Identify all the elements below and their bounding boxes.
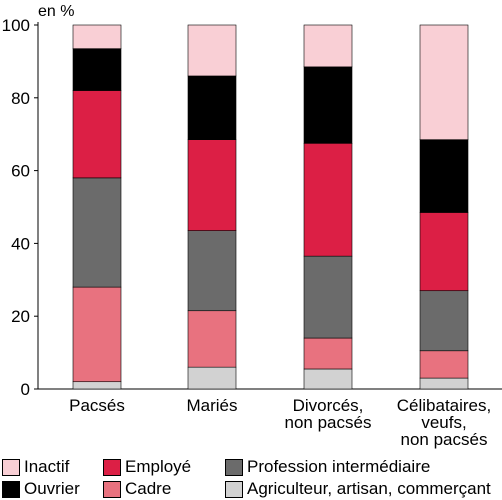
y-tick-label: 60 <box>11 162 30 181</box>
legend-swatch-profession-intermediaire <box>225 458 243 476</box>
x-category-label: Pacsés <box>69 396 125 415</box>
y-tick-label: 20 <box>11 307 30 326</box>
legend-label-inactif: Inactif <box>24 457 70 476</box>
bar-segment <box>187 310 237 368</box>
legend-swatch-employe <box>103 458 121 476</box>
bar-segment <box>72 48 122 91</box>
y-tick-label: 100 <box>2 16 30 35</box>
bar-segment <box>303 24 353 68</box>
bar-segment <box>303 368 353 390</box>
x-category-label: veufs, <box>421 413 466 432</box>
bar-segment <box>303 255 353 339</box>
bar-segment <box>72 381 122 390</box>
bar-segment <box>419 139 469 213</box>
y-axis-ticks: 0 20 40 60 80 100 <box>2 16 38 399</box>
legend-item-ouvrier: Ouvrier <box>2 479 80 499</box>
legend-item-inactif: Inactif <box>2 457 69 477</box>
y-tick-label: 0 <box>21 380 30 399</box>
bar-segment <box>187 75 237 140</box>
bar-segment <box>419 212 469 292</box>
x-category-label: non pacsés <box>401 430 488 449</box>
x-category-label: Divorcés, <box>293 396 364 415</box>
legend-label-agriculteur: Agriculteur, artisan, commerçant <box>247 479 491 498</box>
bar-segment <box>72 90 122 179</box>
bar-segment <box>72 177 122 288</box>
bar-segment <box>72 286 122 383</box>
bar-segment <box>419 290 469 352</box>
bar-segment <box>419 24 469 140</box>
legend-swatch-agriculteur <box>225 480 243 498</box>
legend-item-cadre: Cadre <box>103 479 171 499</box>
legend-item-profession-intermediaire: Profession intermédiaire <box>225 457 430 477</box>
bar-segment <box>187 139 237 231</box>
legend-label-cadre: Cadre <box>125 479 172 498</box>
legend-item-agriculteur: Agriculteur, artisan, commerçant <box>225 479 491 499</box>
bar-segment <box>187 24 237 77</box>
x-category-label: Célibataires, <box>397 396 492 415</box>
legend-label-profession-intermediaire: Profession intermédiaire <box>247 457 431 476</box>
y-tick-label: 40 <box>11 234 30 253</box>
bar-segment <box>419 350 469 379</box>
category-labels: Pacsés Mariés Divorcés,non pacsésCélibatai… <box>69 396 491 449</box>
legend-label-employe: Employé <box>125 457 192 476</box>
x-category-label: non pacsés <box>285 413 372 432</box>
bar-segment <box>419 377 469 390</box>
legend-swatch-inactif <box>2 458 20 476</box>
y-axis-unit-label: en % <box>38 3 74 20</box>
bar-segment <box>187 230 237 312</box>
y-tick-label: 80 <box>11 89 30 108</box>
legend: Inactif Ouvrier Employé Cadre Profession… <box>0 452 502 500</box>
bar-segment <box>303 66 353 144</box>
bar-segment <box>187 366 237 390</box>
bar-segment <box>72 24 122 49</box>
legend-label-ouvrier: Ouvrier <box>24 479 80 498</box>
legend-swatch-ouvrier <box>2 480 20 498</box>
bars-group <box>72 24 469 390</box>
legend-swatch-cadre <box>103 480 121 498</box>
x-category-label: Mariés <box>186 396 237 415</box>
bar-segment <box>303 143 353 257</box>
bar-segment <box>303 337 353 370</box>
legend-item-employe: Employé <box>103 457 191 477</box>
